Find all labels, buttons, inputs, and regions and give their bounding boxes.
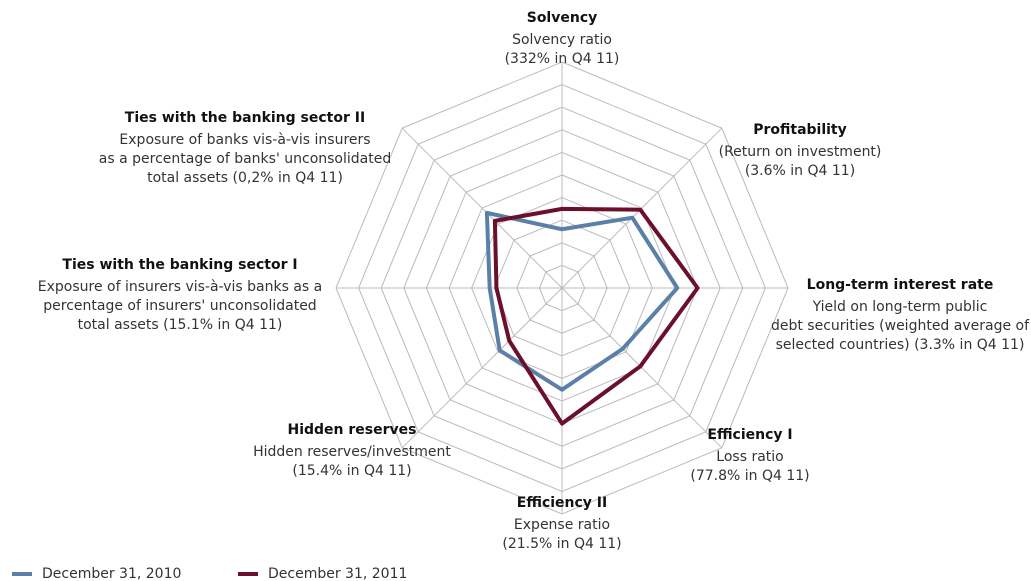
series-line bbox=[484, 210, 680, 392]
axis-description: Expense ratio bbox=[514, 517, 610, 533]
axis-description: Hidden reserves/investment bbox=[253, 444, 451, 460]
spoke bbox=[561, 287, 723, 449]
axis-description: Yield on long-term public bbox=[812, 299, 988, 315]
axis-description: Solvency ratio bbox=[512, 32, 612, 48]
axis-title: Solvency bbox=[527, 10, 598, 26]
spoke bbox=[401, 287, 563, 449]
spoke bbox=[401, 127, 563, 289]
axis-description: (15.4% in Q4 11) bbox=[292, 463, 411, 479]
axis-description: as a percentage of banks' unconsolidated bbox=[99, 151, 391, 167]
legend-label: December 31, 2010 bbox=[42, 566, 181, 581]
axis-description: Exposure of banks vis-à-vis insurers bbox=[119, 132, 370, 148]
axis-description: selected countries) (3.3% in Q4 11) bbox=[776, 337, 1025, 353]
axis-title: Ties with the banking sector I bbox=[62, 257, 297, 273]
axis-title: Profitability bbox=[753, 122, 847, 138]
axis-description: (332% in Q4 11) bbox=[505, 51, 620, 67]
axis-description: Exposure of insurers vis-à-vis banks as … bbox=[38, 279, 322, 295]
axis-description: debt securities (weighted average of bbox=[771, 318, 1030, 334]
axis-description: Loss ratio bbox=[716, 449, 783, 465]
axis-description: (Return on investment) bbox=[719, 144, 882, 160]
axis-title: Hidden reserves bbox=[288, 422, 417, 438]
axis-description: (21.5% in Q4 11) bbox=[502, 536, 621, 552]
axis-title: Ties with the banking sector II bbox=[125, 110, 365, 126]
axis-description: (77.8% in Q4 11) bbox=[690, 468, 809, 484]
axis-title: Efficiency II bbox=[517, 495, 607, 511]
legend-label: December 31, 2011 bbox=[268, 566, 407, 581]
axis-description: percentage of insurers' unconsolidated bbox=[43, 298, 316, 314]
axis-description: total assets (0,2% in Q4 11) bbox=[147, 170, 343, 186]
series-line bbox=[492, 206, 700, 426]
spoke bbox=[561, 127, 723, 289]
axis-description: (3.6% in Q4 11) bbox=[745, 163, 855, 179]
axis-title: Efficiency I bbox=[707, 427, 792, 443]
axis-description: total assets (15.1% in Q4 11) bbox=[78, 317, 283, 333]
axis-title: Long-term interest rate bbox=[807, 277, 994, 293]
